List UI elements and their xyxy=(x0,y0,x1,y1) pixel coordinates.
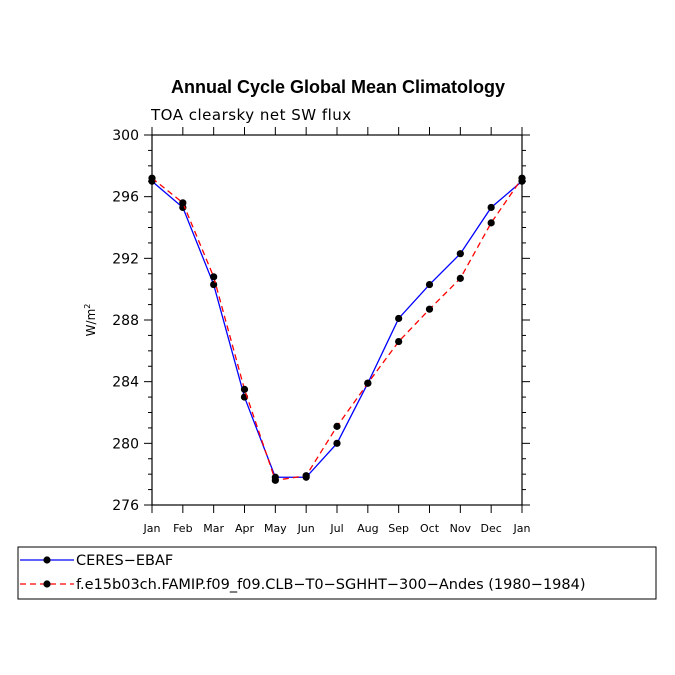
x-tick-label: Mar xyxy=(203,522,224,535)
data-point xyxy=(425,305,434,313)
data-point xyxy=(333,422,341,430)
x-tick-label: Oct xyxy=(420,522,440,535)
data-point xyxy=(179,199,187,207)
data-point xyxy=(456,274,464,282)
chart-title: Annual Cycle Global Mean Climatology xyxy=(171,77,505,97)
data-point xyxy=(271,476,279,484)
series-line xyxy=(151,180,523,478)
y-tick-label: 284 xyxy=(112,375,139,391)
x-tick-label: Aug xyxy=(357,522,378,535)
data-point xyxy=(148,174,156,182)
y-tick-label: 296 xyxy=(112,190,139,206)
series-1 xyxy=(148,177,526,481)
series-layer xyxy=(148,174,526,484)
x-tick-label: Jan xyxy=(143,522,161,535)
x-tick-label: Dec xyxy=(481,522,502,535)
axes: 276 280 284 288 292 296 300 Jan Feb Mar Apr May Jun J… xyxy=(112,127,531,535)
x-tick-label: Jul xyxy=(329,522,343,535)
data-point xyxy=(302,472,310,480)
series-2 xyxy=(148,174,526,484)
data-point xyxy=(333,439,341,447)
y-tick-label: 300 xyxy=(112,128,139,144)
legend-label: CERES−EBAF xyxy=(76,553,173,569)
x-tick-label: Nov xyxy=(450,522,472,535)
legend-entry-2: f.e15b03ch.FAMIP.f09_f09.CLB−T0−SGHHT−30… xyxy=(20,577,586,593)
x-tick-label: Sep xyxy=(388,522,409,535)
data-point xyxy=(240,385,249,393)
data-point xyxy=(518,174,526,182)
series-line xyxy=(151,177,523,482)
x-tick-label: Jan xyxy=(513,522,531,535)
legend-entry-1: CERES−EBAF xyxy=(20,553,173,569)
data-point xyxy=(395,314,403,323)
data-point xyxy=(210,273,218,281)
x-tick-label: May xyxy=(264,522,287,535)
chart-subtitle: TOA clearsky net SW flux xyxy=(150,106,352,124)
x-tick-label: Apr xyxy=(235,522,255,535)
data-point xyxy=(456,250,464,258)
data-point xyxy=(487,203,495,212)
plot-frame xyxy=(151,134,523,506)
y-axis-label-superscript: 2 xyxy=(83,304,92,309)
legend-marker xyxy=(43,556,51,564)
data-point xyxy=(425,280,434,289)
y-axis-label-text: W/m xyxy=(84,309,98,337)
y-tick-label: 292 xyxy=(112,251,139,267)
data-point xyxy=(364,379,372,387)
legend-box xyxy=(17,546,657,600)
y-tick-label: 280 xyxy=(112,436,139,452)
legend-marker xyxy=(43,580,51,588)
y-axis-label: W/m2 xyxy=(83,304,98,337)
legend: CERES−EBAF f.e15b03ch.FAMIP.f09_f09.CLB−T… xyxy=(17,546,657,600)
y-tick-label: 276 xyxy=(112,498,139,514)
data-point xyxy=(487,219,495,227)
x-tick-label: Jun xyxy=(297,522,315,535)
legend-label: f.e15b03ch.FAMIP.f09_f09.CLB−T0−SGHHT−30… xyxy=(76,577,586,593)
y-tick-label: 288 xyxy=(112,313,139,329)
data-point xyxy=(395,337,403,346)
svg-text:W/m2: W/m2 xyxy=(83,304,98,337)
x-tick-label: Feb xyxy=(173,522,192,535)
